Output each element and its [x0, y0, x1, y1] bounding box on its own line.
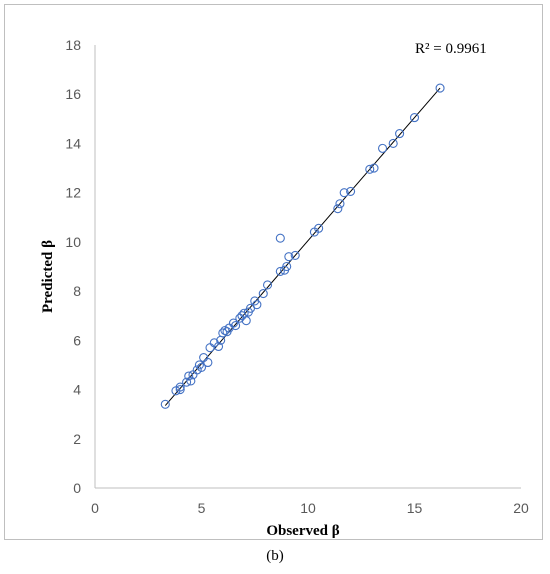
x-axis-title: Observed β — [266, 523, 339, 539]
data-point — [231, 321, 241, 331]
data-point — [409, 113, 420, 123]
data-point — [435, 83, 445, 93]
chart-frame — [4, 4, 543, 540]
data-point — [314, 223, 324, 233]
y-tick-label: 10 — [65, 234, 81, 250]
data-point — [175, 382, 185, 392]
data-point — [339, 188, 349, 198]
y-axis-title: Predicted β — [40, 240, 56, 313]
data-point — [228, 318, 238, 328]
data-point — [275, 233, 285, 243]
data-point — [258, 289, 268, 299]
data-point — [290, 250, 300, 260]
data-point — [262, 280, 273, 290]
x-tick-label: 15 — [407, 500, 423, 516]
x-tick-label: 5 — [198, 500, 206, 516]
data-point — [275, 266, 285, 276]
data-point — [333, 204, 343, 214]
data-point — [194, 360, 204, 370]
y-tick-label: 12 — [65, 185, 81, 201]
y-tick-label: 8 — [73, 283, 81, 299]
data-point — [196, 362, 207, 372]
data-point — [184, 371, 194, 381]
data-point — [252, 300, 262, 310]
scatter-chart: 0 5 10 15 20 0 2 4 6 8 10 12 14 16 18 R² = 0.9961 Obse… — [40, 37, 529, 539]
x-tick-label: 10 — [300, 500, 316, 516]
data-point — [377, 143, 388, 153]
data-point — [346, 186, 356, 196]
y-tick-label: 0 — [73, 480, 81, 496]
data-point — [335, 199, 345, 209]
data-point — [365, 164, 375, 174]
data-point — [213, 341, 224, 352]
data-point — [182, 377, 192, 387]
panel-label: (b) — [266, 548, 284, 564]
data-point — [186, 376, 196, 386]
data-point — [175, 385, 185, 395]
y-tick-label: 6 — [73, 332, 81, 348]
data-point — [388, 138, 398, 148]
data-point — [241, 316, 251, 326]
data-point — [282, 261, 292, 272]
y-tick-label: 18 — [65, 37, 81, 53]
y-tick-label: 16 — [65, 86, 81, 102]
data-points — [160, 83, 445, 409]
y-tick-label: 4 — [73, 382, 81, 398]
data-point — [218, 328, 228, 338]
y-tick-label: 2 — [73, 431, 81, 447]
trendline — [164, 87, 441, 406]
x-tick-label: 20 — [513, 500, 529, 516]
x-tick-label: 0 — [91, 500, 99, 516]
axes — [94, 45, 521, 489]
data-point — [160, 399, 170, 409]
data-point — [369, 163, 379, 173]
data-point — [395, 129, 405, 139]
tick-labels: 0 5 10 15 20 0 2 4 6 8 10 12 14 16 18 — [65, 37, 529, 516]
y-tick-label: 14 — [65, 135, 81, 151]
data-point — [205, 343, 215, 353]
r-squared-annotation: R² = 0.9961 — [415, 41, 487, 57]
data-point — [284, 252, 294, 262]
data-point — [203, 357, 213, 368]
